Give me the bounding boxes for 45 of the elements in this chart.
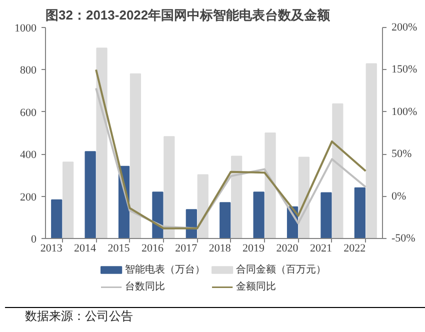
bar — [253, 192, 264, 238]
x-tick-label: 2016 — [141, 242, 164, 254]
bar — [366, 63, 377, 238]
legend-label: 智能电表（万台） — [124, 263, 205, 276]
legend-label: 金额同比 — [236, 280, 276, 293]
y2-tick-label: 100% — [392, 106, 418, 118]
y2-tick-label: 50% — [392, 148, 412, 160]
x-tick-label: 2017 — [175, 242, 198, 254]
x-tick-label: 2021 — [310, 242, 332, 254]
y-tick-label: 600 — [20, 106, 37, 119]
bar — [264, 132, 276, 238]
bar — [96, 48, 108, 238]
bar — [51, 199, 62, 238]
bar — [84, 151, 96, 238]
y2-tick-label: 150% — [392, 64, 418, 76]
bar — [130, 73, 142, 238]
y-tick-label: 1000 — [14, 22, 37, 34]
bar — [197, 174, 208, 238]
bar — [186, 209, 197, 238]
x-tick-label: 2018 — [208, 242, 232, 254]
bar — [354, 187, 366, 238]
y2-tick-label: -50% — [392, 232, 416, 244]
bar — [164, 136, 175, 238]
legend-label: 台数同比 — [124, 280, 165, 293]
bar — [152, 192, 164, 238]
bar — [231, 156, 242, 238]
x-tick-label: 2013 — [40, 242, 63, 254]
x-tick-label: 2015 — [108, 242, 130, 254]
source-note: 数据来源：公司公告 — [25, 308, 133, 325]
x-tick-label: 2014 — [74, 242, 97, 254]
legend-label: 合同金额（百万元） — [236, 263, 326, 276]
chart-title: 图32：2013-2022年国网中标智能电表台数及金额 — [46, 8, 332, 22]
y-tick-label: 400 — [20, 149, 37, 162]
x-tick-label: 2022 — [344, 242, 366, 254]
y2-tick-label: 200% — [392, 22, 418, 34]
y-tick-label: 800 — [20, 64, 37, 77]
bar — [320, 192, 332, 238]
x-tick-label: 2019 — [242, 242, 266, 254]
bar — [332, 103, 344, 238]
y2-tick-label: 0% — [392, 190, 406, 202]
bar — [62, 162, 74, 238]
x-tick-label: 2020 — [276, 242, 299, 254]
y-tick-label: 0 — [31, 234, 37, 246]
bar — [220, 202, 231, 238]
y-tick-label: 200 — [20, 191, 37, 204]
